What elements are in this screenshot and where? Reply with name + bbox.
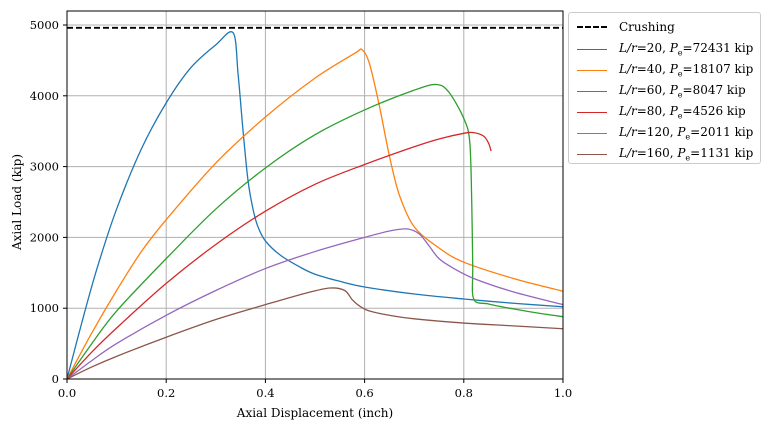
legend-swatch	[577, 26, 607, 28]
legend-swatch	[577, 69, 607, 71]
series-line-lr-80	[66, 131, 492, 380]
series-line-lr-120	[66, 228, 564, 380]
x-tick-label: 0.6	[355, 386, 373, 400]
legend-swatch	[577, 48, 607, 50]
legend-label: L/r=60, Pe=8047 kip	[619, 82, 746, 100]
legend-swatch	[577, 111, 607, 113]
y-tick-label: 1000	[30, 301, 59, 315]
legend: Crushing L/r=20, Pe=72431 kip L/r=40, Pe=1…	[568, 12, 761, 164]
legend-item-lr-20: L/r=20, Pe=72431 kip	[569, 39, 753, 59]
series-line-lr-20	[66, 31, 564, 380]
legend-label: Crushing	[619, 20, 675, 34]
legend-label: L/r=120, Pe=2011 kip	[619, 124, 754, 142]
plot-frame	[66, 10, 564, 380]
x-tick-label: 0.4	[256, 386, 274, 400]
x-tick-label: 0.0	[58, 386, 76, 400]
y-tick-label: 5000	[30, 18, 59, 32]
legend-item-crushing: Crushing	[569, 17, 675, 37]
y-tick-label: 4000	[30, 89, 59, 103]
legend-item-lr-160: L/r=160, Pe=1131 kip	[569, 144, 753, 164]
ticks: 0.0 0.2 0.4 0.6 0.8 1.0 0 1000 2000 3000 4000 5000	[30, 18, 572, 400]
legend-label: L/r=20, Pe=72431 kip	[619, 40, 754, 58]
series-line-lr-60	[66, 83, 564, 380]
legend-item-lr-120: L/r=120, Pe=2011 kip	[569, 123, 753, 143]
legend-swatch	[577, 90, 607, 92]
legend-swatch	[577, 132, 607, 134]
legend-item-lr-40: L/r=40, Pe=18107 kip	[569, 60, 753, 80]
x-tick-label: 1.0	[554, 386, 572, 400]
x-tick-label: 0.2	[157, 386, 175, 400]
legend-swatch	[577, 153, 607, 155]
legend-label: L/r=160, Pe=1131 kip	[619, 145, 754, 163]
series-layer	[66, 26, 564, 380]
x-axis-label: Axial Displacement (inch)	[236, 406, 393, 420]
y-axis-label: Axial Load (kip)	[10, 154, 24, 251]
legend-label: L/r=40, Pe=18107 kip	[619, 61, 754, 79]
legend-label: L/r=80, Pe=4526 kip	[619, 103, 746, 121]
grid	[66, 11, 564, 380]
y-tick-label: 0	[52, 372, 59, 386]
legend-item-lr-80: L/r=80, Pe=4526 kip	[569, 102, 746, 122]
y-tick-label: 3000	[30, 160, 59, 174]
x-tick-label: 0.8	[455, 386, 473, 400]
series-line-lr-160	[66, 287, 564, 380]
legend-item-lr-60: L/r=60, Pe=8047 kip	[569, 81, 746, 101]
series-line-lr-40	[66, 48, 564, 380]
y-tick-label: 2000	[30, 230, 59, 244]
